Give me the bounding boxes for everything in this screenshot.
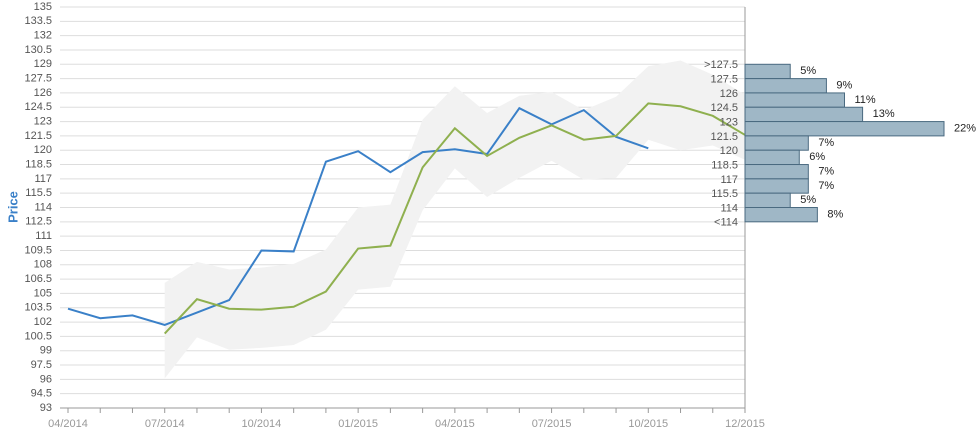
x-tick-label: 04/2015 <box>435 418 475 430</box>
y-axis-label: Price <box>5 191 20 223</box>
x-tick-label: 10/2015 <box>628 418 668 430</box>
y-tick-label: 133.5 <box>24 15 52 27</box>
histogram-label: 115.5 <box>711 188 738 200</box>
histogram-label: 127.5 <box>710 74 738 86</box>
histogram-bar <box>744 164 809 180</box>
histogram-value-label: 7% <box>818 180 834 192</box>
y-tick-label: 93 <box>40 402 52 414</box>
price-line <box>163 102 746 335</box>
x-tick-label: 07/2015 <box>532 418 572 430</box>
y-tick-label: 106.5 <box>24 273 52 285</box>
y-tick-label: 130.5 <box>24 44 52 56</box>
histogram-bar <box>744 63 791 80</box>
histogram-value-label: 8% <box>827 208 843 220</box>
y-tick-label: 102 <box>34 316 52 328</box>
y-tick-label: 97.5 <box>31 359 52 371</box>
histogram-value-label: 9% <box>836 80 852 92</box>
histogram-label: 117 <box>720 174 738 186</box>
histogram-bar <box>744 149 800 166</box>
histogram-label: 121.5 <box>710 131 738 143</box>
x-tick-label: 07/2014 <box>145 418 185 430</box>
y-tick-label: 127.5 <box>24 73 52 85</box>
histogram-label: 118.5 <box>711 159 738 171</box>
y-tick-label: 135 <box>34 1 52 13</box>
y-tick-label: 100.5 <box>24 330 52 342</box>
forecast-band <box>164 60 745 379</box>
y-tick-label: 129 <box>34 58 52 70</box>
histogram-bar <box>744 78 827 94</box>
histogram-bar <box>744 207 818 223</box>
y-tick-label: 118.5 <box>25 158 52 170</box>
histogram-bar <box>744 178 809 194</box>
histogram-bar <box>744 135 809 151</box>
y-tick-label: 96 <box>40 373 52 385</box>
histogram-value-label: 11% <box>855 94 876 106</box>
y-tick-label: 132 <box>34 30 52 42</box>
y-tick-label: 123 <box>34 115 52 127</box>
histogram-value-label: 5% <box>800 194 816 206</box>
y-tick-label: 126 <box>34 87 52 99</box>
histogram-label: 114 <box>720 202 738 214</box>
histogram-bar <box>744 106 864 123</box>
y-tick-label: 120 <box>34 144 52 156</box>
histogram-label: >127.5 <box>704 59 738 71</box>
y-tick-label: 111 <box>35 230 52 242</box>
histogram-value-label: 5% <box>800 65 816 77</box>
x-tick-label: 04/2014 <box>48 418 88 430</box>
y-tick-label: 114 <box>34 201 52 213</box>
y-tick-label: 105 <box>34 287 52 299</box>
histogram-value-label: 22% <box>954 122 976 134</box>
histogram-label: 123 <box>720 116 738 128</box>
histogram-bar <box>744 192 791 209</box>
y-tick-label: 94.5 <box>31 388 52 400</box>
y-tick-label: 117 <box>34 173 52 185</box>
histogram-bar <box>744 92 845 108</box>
histogram-label: 126 <box>720 88 738 100</box>
y-tick-label: 103.5 <box>24 302 52 314</box>
y-tick-label: 124.5 <box>24 101 52 113</box>
y-tick-label: 115.5 <box>25 187 52 199</box>
histogram-value-label: 7% <box>818 137 834 149</box>
y-tick-label: 121.5 <box>24 130 52 142</box>
histogram-label: 120 <box>720 145 738 157</box>
histogram-value-label: 13% <box>873 108 895 120</box>
histogram-label: 124.5 <box>710 102 738 114</box>
histogram-label: <114 <box>714 217 738 229</box>
histogram-value-label: 7% <box>818 165 834 177</box>
x-tick-label: 12/2015 <box>725 418 765 430</box>
histogram-value-label: 6% <box>809 151 825 163</box>
y-tick-label: 108 <box>34 259 52 271</box>
y-tick-label: 112.5 <box>25 216 52 228</box>
x-tick-label: 10/2014 <box>242 418 282 430</box>
y-tick-label: 109.5 <box>24 244 52 256</box>
histogram-bar <box>744 121 945 137</box>
x-tick-label: 01/2015 <box>338 418 378 430</box>
y-tick-label: 99 <box>40 345 52 357</box>
